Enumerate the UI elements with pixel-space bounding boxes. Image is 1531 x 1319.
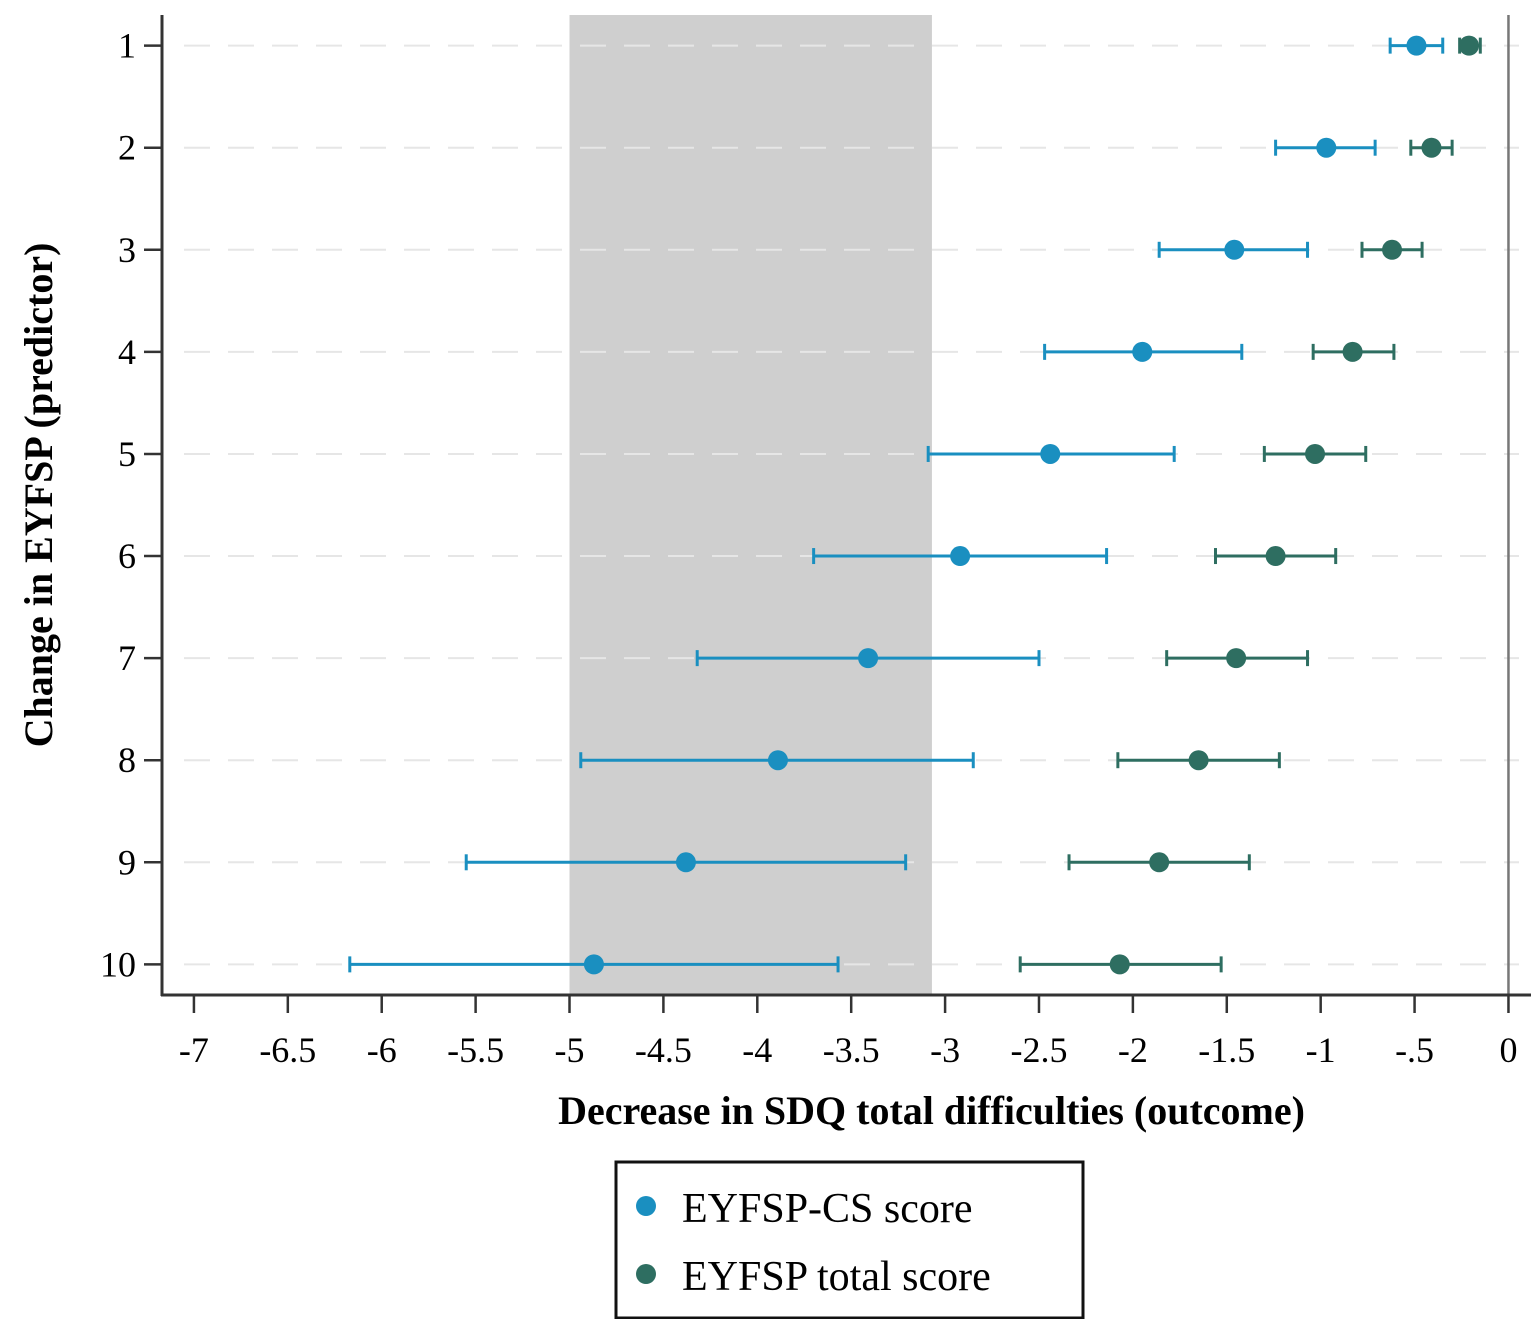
point-s1-6 <box>950 546 971 567</box>
point-s2-4 <box>1342 341 1363 362</box>
y-tick-label-10: 10 <box>100 944 136 984</box>
y-tick-label-8: 8 <box>118 740 136 780</box>
y-tick-label-9: 9 <box>118 842 136 882</box>
x-tick-label--1.5: -1.5 <box>1198 1030 1255 1070</box>
x-tick-label--3: -3 <box>930 1030 960 1070</box>
point-s1-9 <box>675 852 696 873</box>
x-tick-label--5: -5 <box>555 1030 585 1070</box>
point-s1-7 <box>858 648 879 669</box>
y-axis-title: Change in EYFSP (predictor) <box>16 243 61 748</box>
legend-box <box>614 1160 1085 1319</box>
point-s2-6 <box>1265 546 1286 567</box>
x-tick-label--3.5: -3.5 <box>823 1030 880 1070</box>
y-tick-label-6: 6 <box>118 536 136 576</box>
legend-marker-1 <box>636 1196 656 1216</box>
legend-marker-2 <box>636 1264 656 1284</box>
y-tick-label-1: 1 <box>118 26 136 66</box>
point-s2-10 <box>1109 954 1130 975</box>
legend-label-2: EYFSP total score <box>682 1254 991 1300</box>
point-s1-1 <box>1406 35 1427 56</box>
point-s2-2 <box>1421 137 1442 158</box>
x-tick-label--2.5: -2.5 <box>1010 1030 1067 1070</box>
x-tick-label--.5: -.5 <box>1395 1030 1434 1070</box>
x-tick-label--5.5: -5.5 <box>447 1030 504 1070</box>
point-s2-7 <box>1226 648 1247 669</box>
x-tick-label--4.5: -4.5 <box>635 1030 692 1070</box>
point-s2-5 <box>1305 443 1326 464</box>
x-tick-label--6: -6 <box>367 1030 397 1070</box>
legend: EYFSP-CS score EYFSP total score <box>614 1160 1085 1319</box>
shaded-region <box>569 15 932 995</box>
series-1 <box>348 35 1445 975</box>
y-tick-label-5: 5 <box>118 434 136 474</box>
y-tick-label-3: 3 <box>118 230 136 270</box>
point-s1-10 <box>583 954 604 975</box>
y-tick-label-7: 7 <box>118 638 136 678</box>
x-tick-label--6.5: -6.5 <box>259 1030 316 1070</box>
legend-label-1: EYFSP-CS score <box>682 1186 973 1232</box>
point-s1-5 <box>1040 443 1061 464</box>
x-tick-label--2: -2 <box>1118 1030 1148 1070</box>
point-s1-8 <box>767 750 788 771</box>
point-s1-2 <box>1316 137 1337 158</box>
x-tick-label--4: -4 <box>742 1030 772 1070</box>
point-s2-1 <box>1459 35 1480 56</box>
point-s1-4 <box>1132 341 1153 362</box>
series-2 <box>1018 35 1482 975</box>
x-tick-label--7: -7 <box>179 1030 209 1070</box>
point-s1-3 <box>1224 239 1245 260</box>
x-tick-label--1: -1 <box>1306 1030 1336 1070</box>
point-s2-9 <box>1149 852 1170 873</box>
y-tick-label-4: 4 <box>118 332 136 372</box>
point-s2-8 <box>1188 750 1209 771</box>
point-s2-3 <box>1382 239 1403 260</box>
x-axis-title: Decrease in SDQ total difficulties (outc… <box>558 1088 1305 1133</box>
y-tick-label-2: 2 <box>118 128 136 168</box>
x-tick-label-0: 0 <box>1499 1030 1517 1070</box>
